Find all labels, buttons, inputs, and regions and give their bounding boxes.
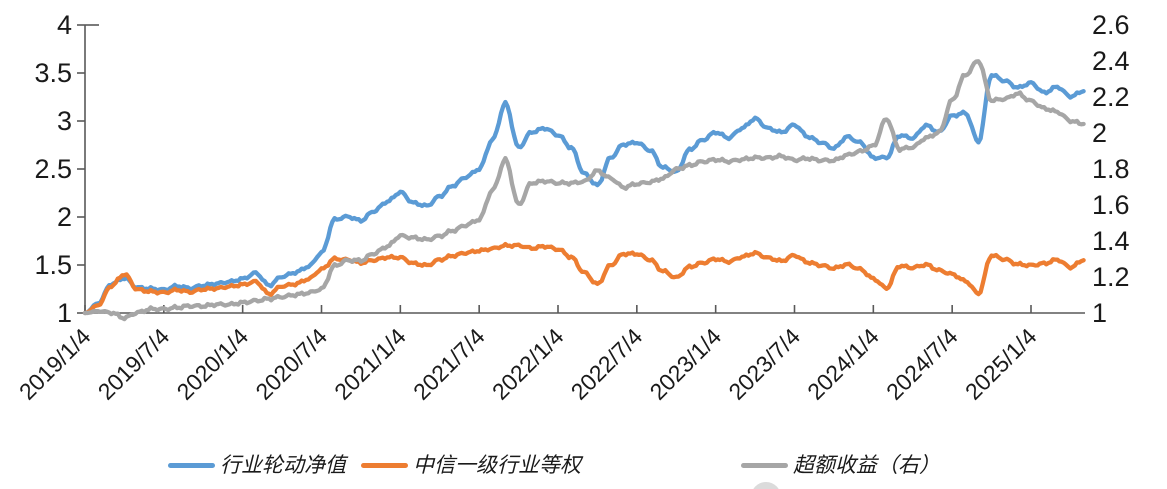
x-axis-label: 2023/7/4 — [723, 323, 805, 405]
x-axis-label: 2022/1/4 — [487, 323, 569, 405]
x-axis-label: 2020/1/4 — [172, 323, 254, 405]
right-axis-label: 1.6 — [1092, 190, 1130, 220]
left-axis-label: 3 — [57, 106, 72, 136]
series-line-excess-return — [82, 59, 1086, 322]
x-axis-label: 2021/1/4 — [329, 323, 411, 405]
right-axis-label: 2.6 — [1092, 10, 1130, 40]
left-axis-label: 2.5 — [34, 154, 72, 184]
x-axis-label: 2025/1/4 — [960, 323, 1042, 405]
right-axis-label: 1.4 — [1092, 226, 1130, 256]
right-axis-label: 1 — [1092, 298, 1107, 328]
x-axis-label: 2023/1/4 — [645, 323, 727, 405]
right-axis-label: 2 — [1092, 118, 1107, 148]
right-axis-label: 1.8 — [1092, 154, 1130, 184]
series-line-rotation-nav — [82, 72, 1086, 316]
left-axis-label: 2 — [57, 202, 72, 232]
right-axis-label: 1.2 — [1092, 262, 1130, 292]
right-axis-label: 2.4 — [1092, 46, 1130, 76]
left-axis-label: 1.5 — [34, 250, 72, 280]
x-axis-label: 2024/1/4 — [802, 323, 884, 405]
x-axis-label: 2024/7/4 — [881, 323, 963, 405]
x-axis-label: 2021/7/4 — [408, 323, 490, 405]
left-axis-label: 3.5 — [34, 58, 72, 88]
x-axis-label: 2019/1/4 — [14, 323, 96, 405]
x-axis-label: 2019/7/4 — [93, 323, 175, 405]
watermark-circle — [751, 482, 781, 489]
x-axis-label: 2020/7/4 — [250, 323, 332, 405]
right-axis-label: 2.2 — [1092, 82, 1130, 112]
x-axis-label: 2022/7/4 — [566, 323, 648, 405]
series-line-equal-weight — [82, 241, 1086, 316]
left-axis-label: 1 — [57, 298, 72, 328]
left-axis-label: 4 — [57, 10, 72, 40]
